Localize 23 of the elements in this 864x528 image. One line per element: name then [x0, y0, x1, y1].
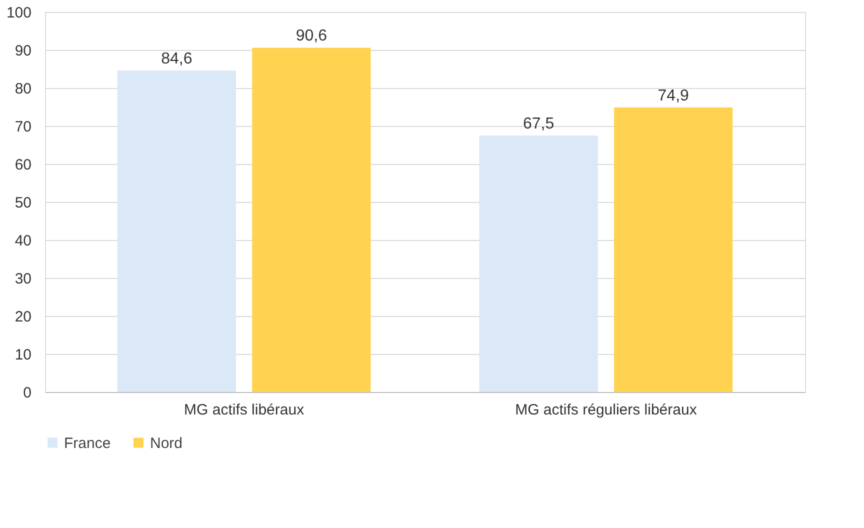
y-tick-label: 90	[14, 42, 32, 60]
bar	[479, 136, 598, 392]
legend-label: Nord	[150, 434, 183, 452]
y-tick-label: 50	[14, 194, 32, 212]
data-label: 67,5	[523, 116, 554, 132]
data-label: 84,6	[161, 50, 192, 68]
x-tick-label: MG actifs libéraux	[184, 402, 305, 418]
data-label: 90,6	[296, 28, 328, 45]
bar	[117, 70, 236, 392]
x-tick-label: MG actifs réguliers libéraux	[515, 402, 698, 418]
y-tick-label: 70	[14, 118, 32, 136]
y-tick-label: 100	[6, 4, 32, 22]
bar	[252, 48, 371, 392]
y-tick-label: 40	[14, 232, 32, 250]
y-tick-label: 30	[14, 270, 32, 288]
y-tick-label: 60	[14, 156, 32, 174]
bar	[614, 107, 733, 392]
y-tick-label: 10	[14, 346, 32, 364]
legend-label: France	[64, 434, 111, 452]
y-tick-label: 0	[23, 384, 32, 402]
y-tick-label: 20	[14, 308, 32, 326]
y-tick-label: 80	[14, 80, 32, 98]
data-label: 74,9	[658, 87, 689, 104]
